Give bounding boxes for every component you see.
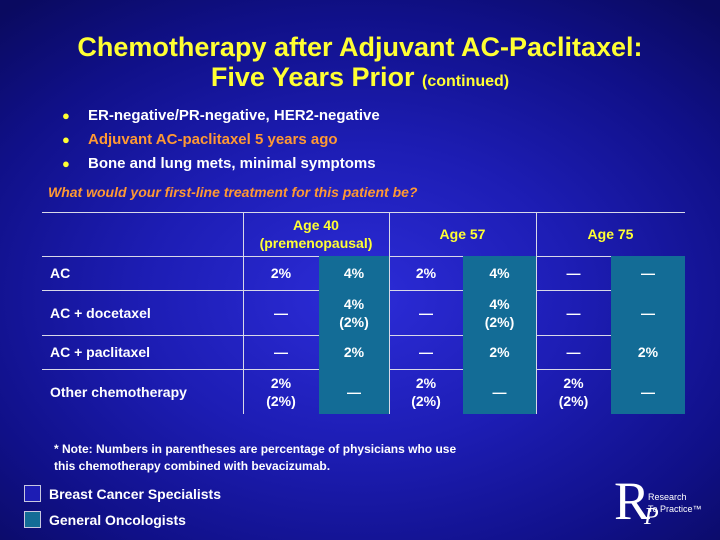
cell-breast-specialists: — [419,304,433,321]
legend-swatch [24,511,41,528]
cell-general-oncologists: 4% [319,256,389,290]
title-suffix: (continued) [422,73,510,90]
cell-general-oncologists: — [611,290,685,335]
bullet-dot-icon: ● [62,156,70,171]
cell-general-oncologists: 4% (2%) [319,290,389,335]
cell-general-oncologists: 4% [463,256,536,290]
header-age-57: Age 57 [439,226,486,242]
cell-breast-specialists: — [274,344,288,360]
header-age-40: Age 40 (premenopausal) [259,217,373,251]
cell-general-oncologists: — [319,369,389,414]
survey-question: What would your first-line treatment for… [48,184,418,200]
title-line-1: Chemotherapy after Adjuvant AC-Paclitaxe… [77,32,643,62]
row-label: AC + docetaxel [50,304,151,321]
table-rule [42,212,685,213]
legend-general-oncologists: General Oncologists [24,511,186,528]
cell-breast-specialists: — [566,344,581,360]
bullet-item: ● ER-negative/PR-negative, HER2-negative [62,107,380,124]
slide-title: Chemotherapy after Adjuvant AC-Paclitaxe… [0,32,720,97]
row-label: Other chemotherapy [50,383,187,400]
cell-breast-specialists: — [566,265,581,281]
cell-general-oncologists: 2% [319,335,389,369]
cell-breast-specialists: 2% (2%) [411,374,441,409]
table-column-rule [389,212,390,414]
cell-breast-specialists: — [566,304,581,321]
row-label: AC + paclitaxel [50,344,150,360]
cell-breast-specialists: — [274,304,288,321]
cell-breast-specialists: 2% (2%) [558,374,589,409]
cell-general-oncologists: 2% [463,335,536,369]
bullet-item: ● Adjuvant AC-paclitaxel 5 years ago [62,131,338,148]
cell-general-oncologists: 4% (2%) [463,290,536,335]
cell-breast-specialists: — [419,344,433,360]
cell-breast-specialists: 2% (2%) [266,374,296,409]
cell-general-oncologists: — [463,369,536,414]
bullet-dot-icon: ● [62,132,70,147]
row-label: AC [50,265,71,281]
footnote: * Note: Numbers in parentheses are perce… [54,442,457,473]
cell-breast-specialists: 2% [415,265,437,281]
bullet-dot-icon: ● [62,108,70,123]
legend-swatch [24,485,41,502]
rtp-logo: R P Research To Practice™ [614,471,702,531]
cell-general-oncologists: — [611,369,685,414]
bullet-list: ● ER-negative/PR-negative, HER2-negative … [62,106,380,178]
cell-breast-specialists: 2% [270,265,292,281]
cell-general-oncologists: — [611,256,685,290]
title-line-2: Five Years Prior (continued) [0,62,720,97]
table-column-rule [536,212,537,414]
bullet-item: ● Bone and lung mets, minimal symptoms [62,155,376,172]
table-column-rule [243,212,244,414]
header-age-75: Age 75 [587,226,634,242]
title-main: Five Years Prior [210,62,415,92]
cell-general-oncologists: 2% [611,335,685,369]
legend-breast-cancer-specialists: Breast Cancer Specialists [24,485,221,502]
